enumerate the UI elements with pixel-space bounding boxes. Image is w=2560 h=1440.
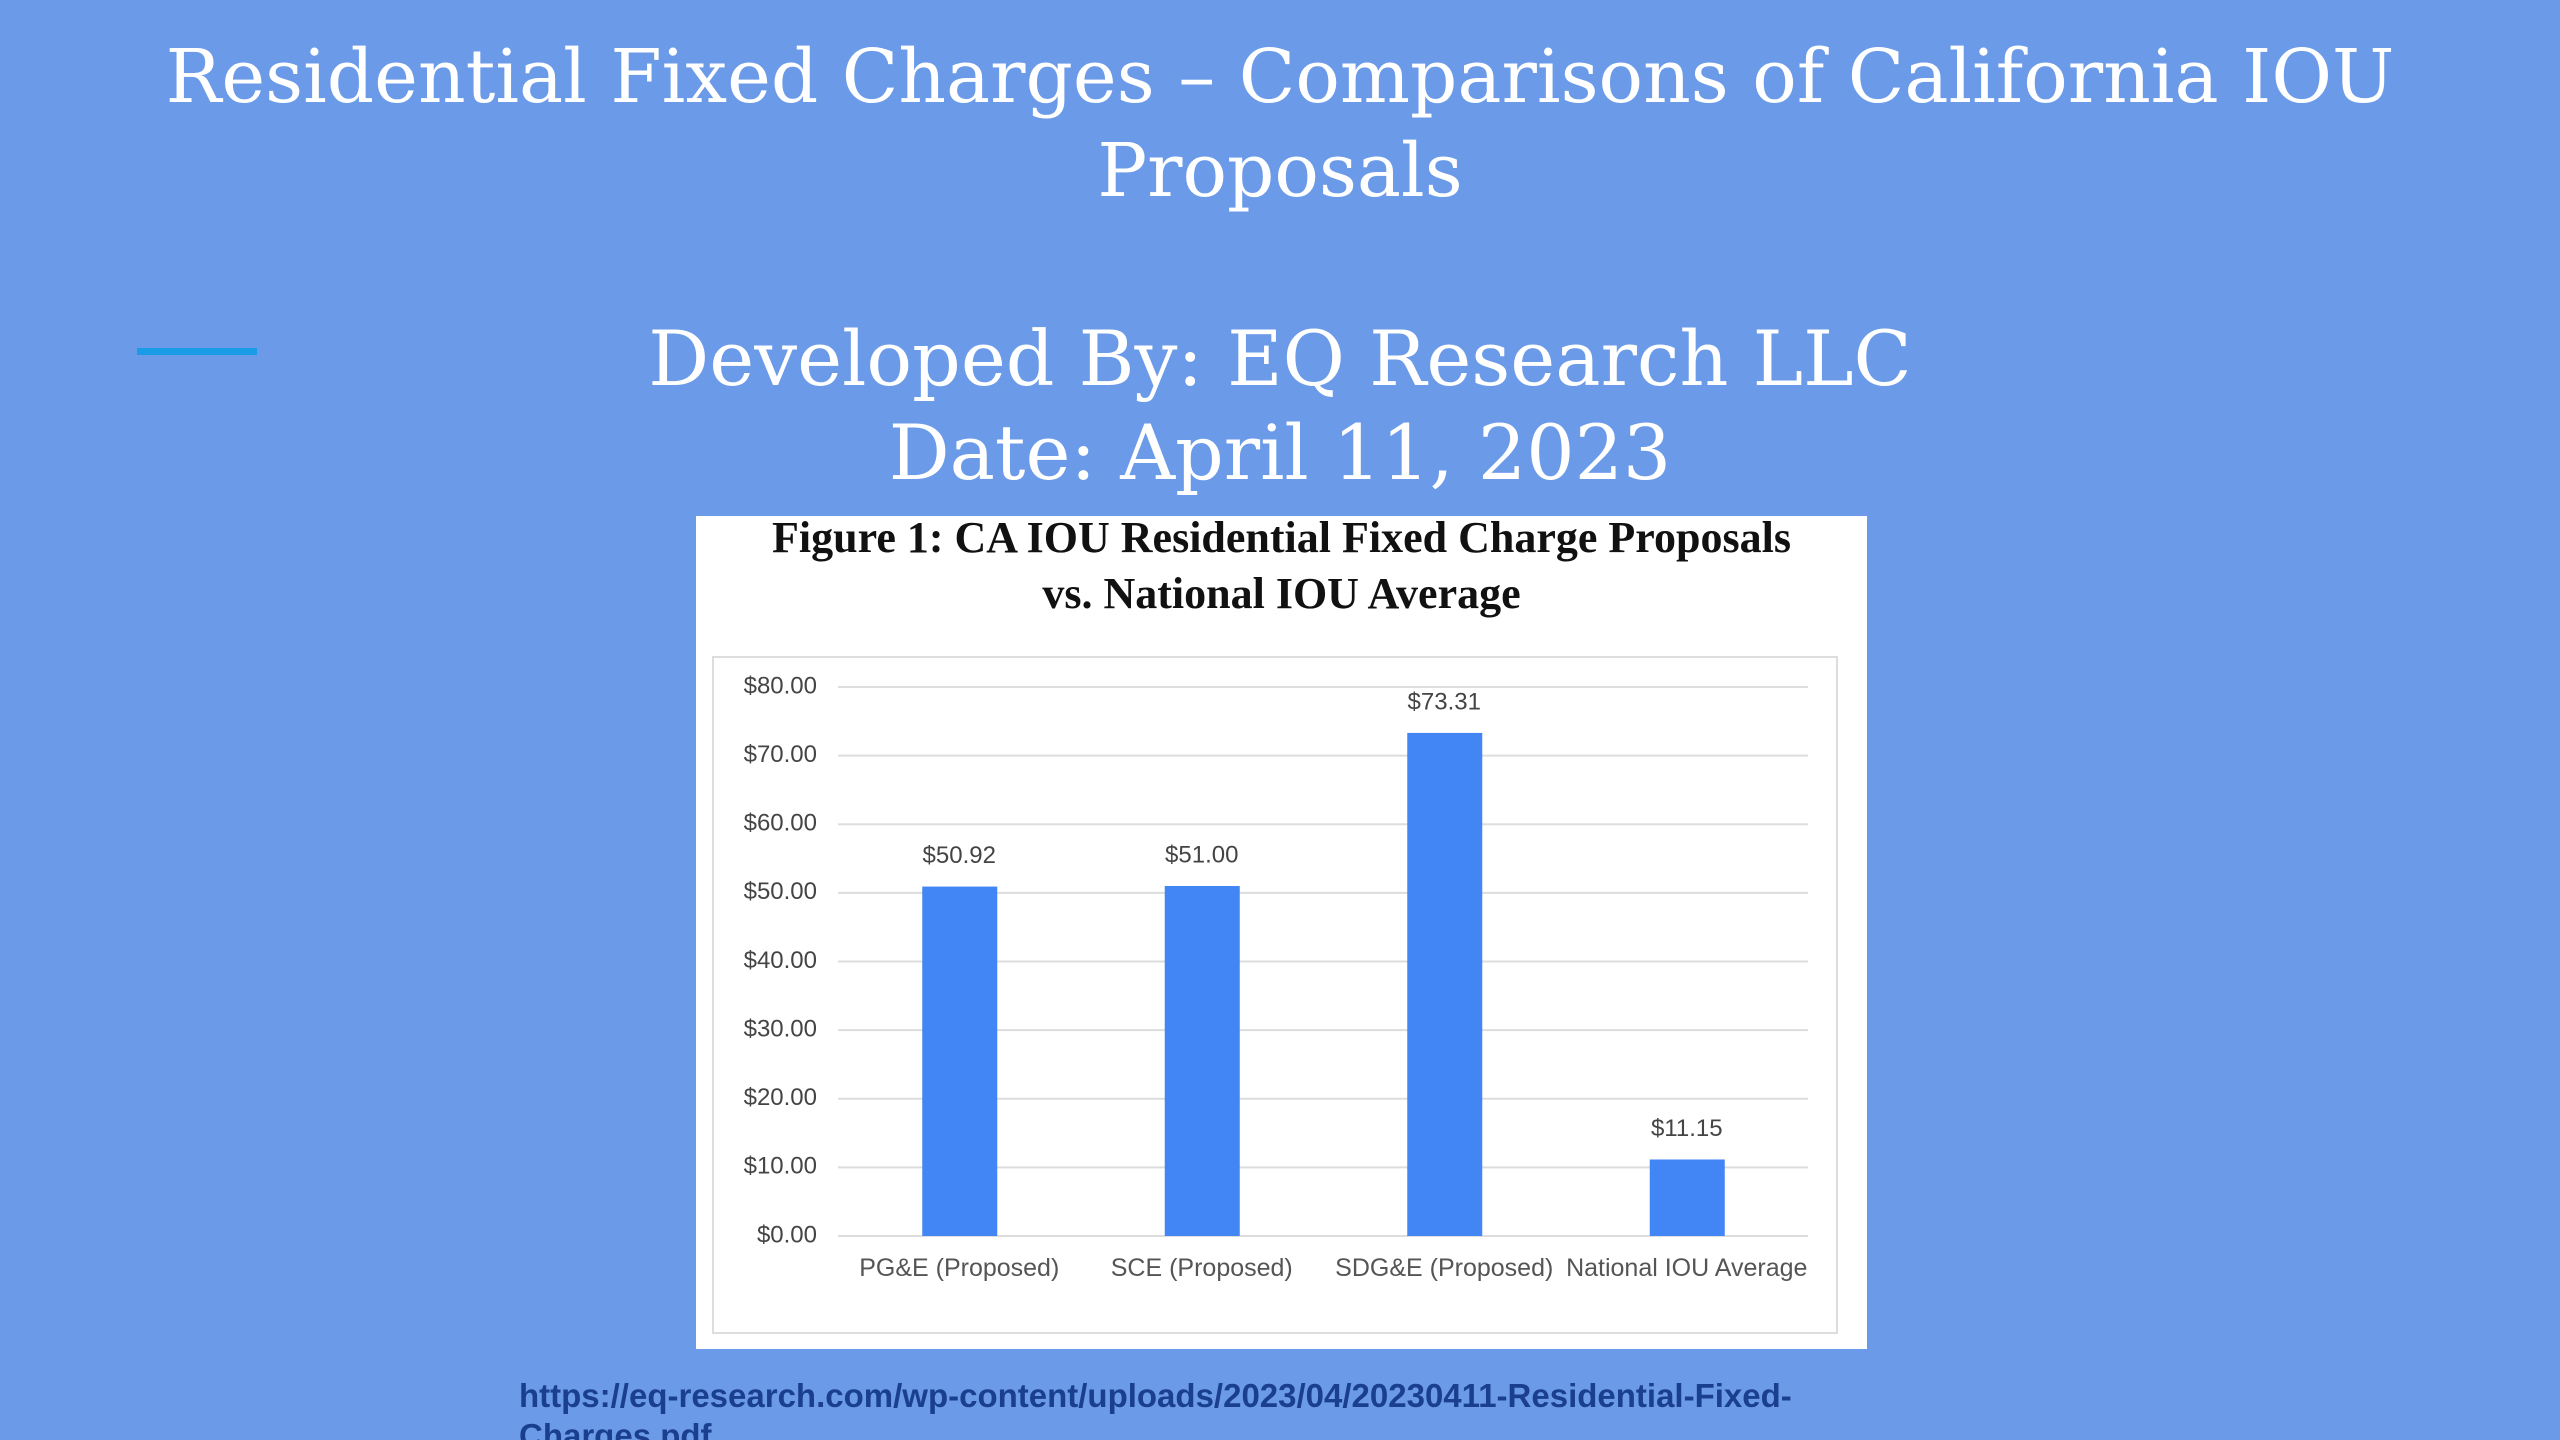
value-label: $11.15 (1651, 1115, 1723, 1142)
y-tick-label: $70.00 (744, 741, 817, 768)
chart-frame (712, 656, 1838, 1334)
bar (1164, 886, 1240, 1236)
figure-title: Figure 1: CA IOU Residential Fixed Charg… (772, 513, 1791, 562)
bar (1407, 732, 1483, 1236)
slide-title: Residential Fixed Charges – Comparisons … (165, 34, 2395, 214)
accent-dash (137, 348, 257, 355)
figure-title: vs. National IOU Average (1042, 569, 1521, 618)
y-tick-label: $10.00 (744, 1153, 817, 1180)
bar (922, 886, 998, 1236)
x-tick-label: National IOU Average (1566, 1254, 1808, 1282)
value-label: $50.92 (923, 842, 996, 869)
x-tick-label: PG&E (Proposed) (859, 1254, 1060, 1282)
y-tick-label: $60.00 (744, 810, 817, 837)
x-tick-label: SDG&E (Proposed) (1335, 1254, 1554, 1282)
y-tick-label: $30.00 (744, 1015, 817, 1042)
y-tick-label: $80.00 (744, 672, 817, 699)
value-label: $73.31 (1408, 688, 1481, 715)
subtitle: Date: April 11, 2023 (888, 408, 1672, 497)
y-tick-label: $20.00 (744, 1084, 817, 1111)
bar (1649, 1159, 1725, 1236)
y-tick-label: $50.00 (744, 878, 817, 905)
value-label: $51.00 (1165, 841, 1238, 868)
y-tick-label: $0.00 (757, 1221, 817, 1248)
y-tick-label: $40.00 (744, 947, 817, 974)
source-link[interactable]: https://eq-research.com/wp-content/uploa… (519, 1377, 1792, 1440)
x-tick-label: SCE (Proposed) (1110, 1254, 1293, 1282)
subtitle: Developed By: EQ Research LLC (648, 314, 1912, 403)
